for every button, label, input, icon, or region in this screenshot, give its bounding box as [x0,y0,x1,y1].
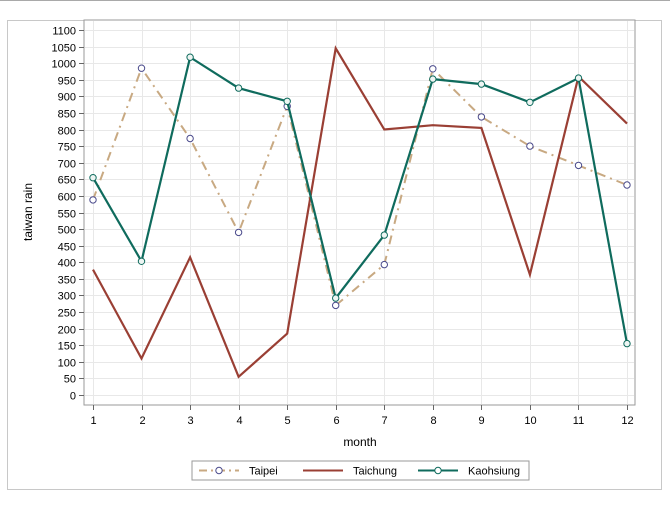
data-point [89,174,97,182]
x-tick-label: 5 [284,415,290,427]
data-point [332,294,340,302]
x-tick-label: 7 [381,415,387,427]
data-point [477,113,486,121]
y-tick-label: 700 [58,159,76,171]
y-tick-label: 1050 [52,43,76,55]
series-kaohsiung [89,53,631,348]
data-point [526,98,534,107]
y-tick-label: 600 [58,192,76,204]
series-line [92,45,628,379]
legend-item-kaohsiung: Kaohsiung [418,466,520,478]
series-line [92,66,628,308]
legend-label: Kaohsiung [468,466,520,478]
x-tick-label: 8 [430,415,436,427]
series-taichung [92,45,628,379]
y-tick-label: 1000 [52,59,76,71]
y-tick-label: 800 [58,126,76,138]
y-tick-label: 350 [58,275,76,287]
data-point [623,181,631,189]
y-tick-label: 250 [58,308,76,320]
y-axis: 0 50 100 150 200 250 300 350 400 450 500 550 600 650 7… [52,26,84,403]
y-tick-label: 50 [64,374,76,386]
y-tick-label: 200 [58,325,76,337]
y-tick-label: 900 [58,92,76,104]
series-taipei [89,64,631,310]
legend-label: Taichung [353,466,397,478]
x-tick-label: 3 [187,415,193,427]
data-point [477,80,486,88]
y-tick-label: 450 [58,242,76,254]
y-axis-title: taiwan rain [21,183,35,241]
legend-item-taichung: Taichung [303,466,397,478]
series-lines [89,45,631,379]
data-point [380,260,388,269]
y-tick-label: 950 [58,76,76,88]
x-axis: 1 2 3 4 5 6 7 8 9 10 11 12 [90,405,634,427]
legend: Taipei Taichung Kaohsiung [191,460,530,481]
y-tick-label: 150 [58,341,76,353]
y-tick-label: 750 [58,142,76,154]
window-top-border [0,0,670,1]
data-point [380,231,388,239]
x-tick-label: 11 [573,415,584,427]
data-point [234,228,243,237]
legend-box [191,460,530,481]
y-tick-label: 0 [70,391,76,403]
y-tick-label: 100 [58,358,76,370]
x-tick-label: 2 [139,415,145,427]
data-point [186,134,194,143]
x-tick-label: 9 [478,415,484,427]
legend-label: Taipei [249,466,278,478]
x-tick-label: 10 [524,415,536,427]
grid-lines [85,21,634,404]
data-point [429,65,437,73]
y-tick-label: 550 [58,209,76,221]
y-tick-label: 500 [58,225,76,237]
data-point [186,53,194,61]
x-tick-label: 4 [236,415,242,427]
y-tick-label: 400 [58,258,76,270]
plot-area [83,19,636,406]
x-tick-label: 6 [333,415,339,427]
data-point [526,142,534,150]
data-point [574,161,583,170]
legend-swatch-marker [215,466,223,475]
y-tick-label: 300 [58,291,76,303]
y-tick-label: 650 [58,175,76,187]
data-point [283,97,291,106]
data-point [332,301,340,310]
x-tick-label: 12 [621,415,633,427]
y-tick-label: 850 [58,109,76,121]
data-point [89,196,97,204]
data-point [623,339,631,348]
data-point [234,84,243,92]
x-tick-label: 1 [90,415,96,427]
legend-item-taipei: Taipei [199,466,278,478]
y-tick-label: 1100 [52,26,76,38]
data-point [429,75,437,83]
series-line [92,55,629,344]
legend-swatch-marker [434,466,442,475]
data-point [574,74,583,82]
data-point [137,257,146,265]
data-point [137,64,146,72]
x-axis-title: month [343,435,376,449]
